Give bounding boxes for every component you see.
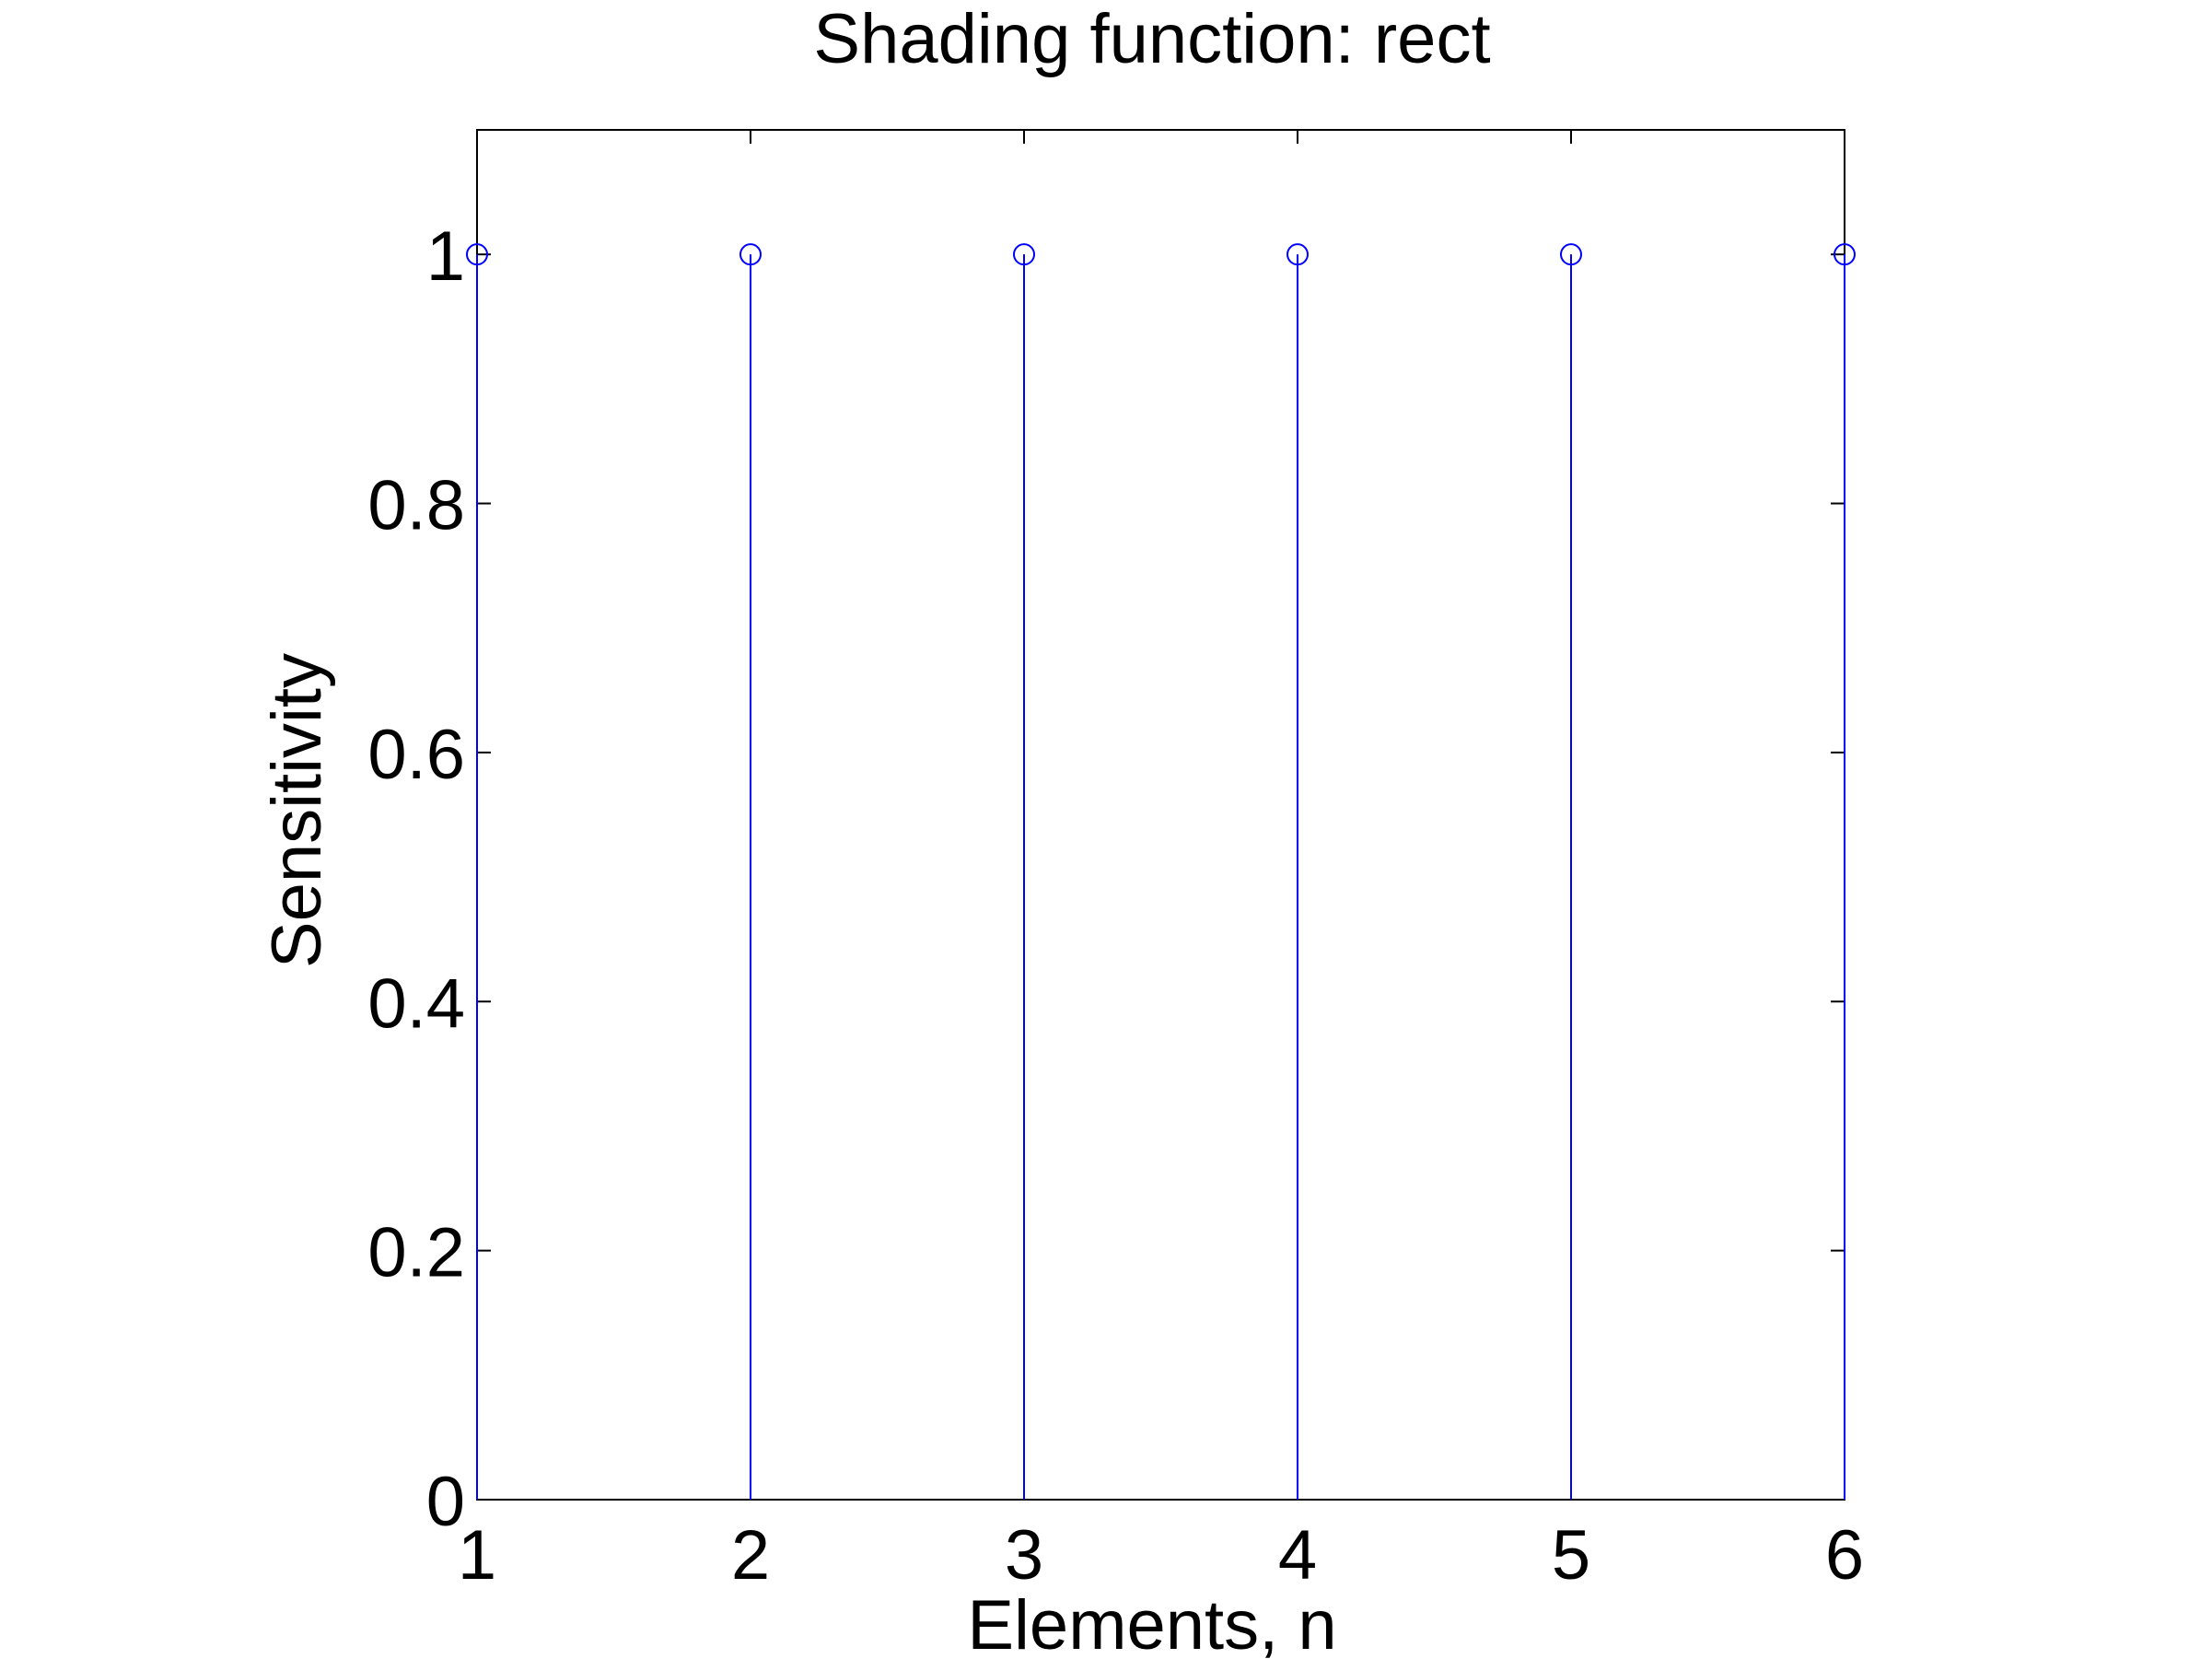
y-tick-label: 0.6 bbox=[367, 716, 465, 794]
stem-marker bbox=[1013, 243, 1035, 266]
y-tick-label: 0.8 bbox=[367, 467, 465, 545]
y-tick-label: 0 bbox=[426, 1463, 465, 1541]
x-tick-label: 6 bbox=[1825, 1516, 1864, 1595]
x-tick-label: 3 bbox=[1005, 1516, 1043, 1595]
x-tick-label: 1 bbox=[458, 1516, 496, 1595]
y-axis-label: Sensitivity bbox=[258, 653, 336, 968]
x-tick-label: 4 bbox=[1278, 1516, 1317, 1595]
x-tick-label: 5 bbox=[1552, 1516, 1590, 1595]
x-axis-label: Elements, n bbox=[967, 1586, 1336, 1659]
y-tick-label: 0.4 bbox=[367, 964, 465, 1043]
stem-marker bbox=[1560, 243, 1582, 266]
stem-marker bbox=[466, 243, 488, 266]
x-tick-label: 2 bbox=[731, 1516, 770, 1595]
stem-marker bbox=[1286, 243, 1309, 266]
y-tick-label: 0.2 bbox=[367, 1214, 465, 1292]
y-tick-label: 1 bbox=[426, 217, 465, 296]
stem-marker bbox=[739, 243, 762, 266]
stem-marker bbox=[1834, 243, 1856, 266]
chart-title: Shading function: rect bbox=[813, 0, 1490, 78]
plot-area: 1 2 3 4 5 6 0 0.2 0.4 0.6 0.8 1 bbox=[367, 129, 1864, 1595]
